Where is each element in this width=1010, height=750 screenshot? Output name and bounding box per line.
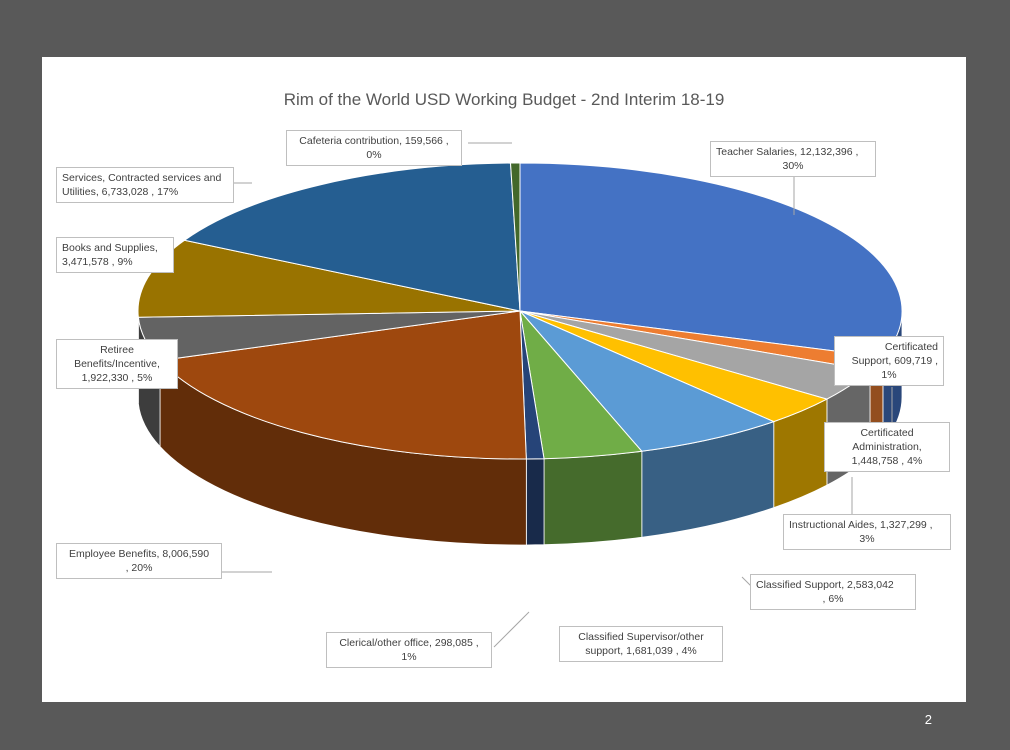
slide: Rim of the World USD Working Budget - 2n… xyxy=(42,57,966,702)
page-number: 2 xyxy=(924,712,932,727)
data-label-retiree-benefits: Retiree Benefits/Incentive, 1,922,330 , … xyxy=(56,339,178,389)
pie-side-classified-supervisor-other-support xyxy=(543,450,643,546)
data-label-instructional-aides: Instructional Aides, 1,327,299 , 3% xyxy=(783,514,951,550)
leader-line-clerical-other-office xyxy=(493,611,530,648)
data-label-employee-benefits: Employee Benefits, 8,006,590 , 20% xyxy=(56,543,222,579)
chart-title: Rim of the World USD Working Budget - 2n… xyxy=(283,90,725,109)
data-label-clerical-other-office: Clerical/other office, 298,085 , 1% xyxy=(326,632,492,668)
pie-slice-services-contracted-services-and-utilities xyxy=(183,162,521,312)
data-label-teacher-salaries: Teacher Salaries, 12,132,396 , 30% xyxy=(710,141,876,177)
data-label-certificated-support: Certificated Support, 609,719 , 1% xyxy=(834,336,944,386)
data-label-classified-support: Classified Support, 2,583,042 , 6% xyxy=(750,574,916,610)
data-label-classified-supervisor: Classified Supervisor/other support, 1,6… xyxy=(559,626,723,662)
data-label-cafeteria-contribution: Cafeteria contribution, 159,566 , 0% xyxy=(286,130,462,166)
data-label-books-and-supplies: Books and Supplies, 3,471,578 , 9% xyxy=(56,237,174,273)
pie-side-clerical-other-office xyxy=(525,458,545,546)
pie-slice-classified-support xyxy=(519,310,776,452)
pie-slice-books-and-supplies xyxy=(137,239,521,318)
data-label-services-contracted: Services, Contracted services and Utilit… xyxy=(56,167,234,203)
data-label-certificated-administration: Certificated Administration, 1,448,758 ,… xyxy=(824,422,950,472)
pie-slice-teacher-salaries xyxy=(519,162,903,358)
pie-slice-cafeteria-contribution xyxy=(509,162,521,312)
